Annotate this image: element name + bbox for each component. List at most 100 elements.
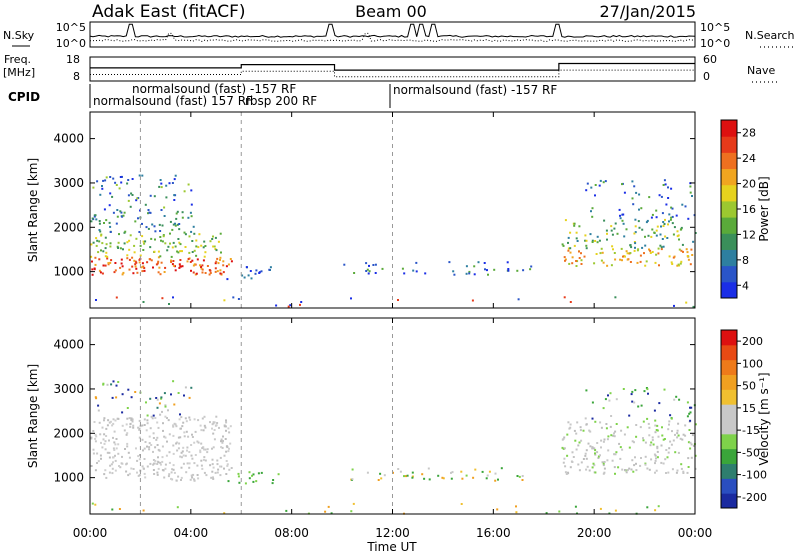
scatter-point (651, 439, 654, 441)
scatter-point (594, 420, 597, 423)
scatter-point (97, 460, 100, 463)
scatter-point (657, 247, 660, 250)
scatter-point (686, 401, 689, 404)
scatter-point (645, 260, 648, 263)
scatter-point (374, 272, 377, 274)
scatter-point (149, 462, 152, 465)
scatter-point (114, 181, 117, 184)
scatter-point (104, 440, 107, 443)
scatter-point (187, 435, 190, 438)
scatter-point (569, 231, 572, 234)
scatter-point (150, 237, 153, 240)
nsearch-label: N.Search (745, 29, 795, 42)
scatter-point (594, 184, 597, 186)
scatter-point (158, 402, 161, 405)
scatter-point (648, 248, 650, 251)
scatter-point (105, 251, 108, 254)
scatter-point (142, 249, 145, 251)
scatter-point (178, 418, 181, 421)
scatter-point (148, 435, 151, 438)
scatter-point (300, 301, 303, 303)
freq-tick-top: 18 (66, 53, 80, 66)
scatter-point (573, 429, 576, 432)
scatter-point (644, 462, 647, 465)
scatter-point (227, 427, 230, 430)
colorbar-swatch (721, 168, 737, 186)
scatter-point (674, 433, 676, 436)
scatter-point (671, 430, 673, 433)
scatter-point (224, 438, 227, 440)
scatter-point (91, 260, 93, 263)
scatter-point (602, 440, 605, 443)
scatter-point (150, 444, 153, 446)
scatter-point (141, 222, 143, 225)
colorbar-swatch (721, 330, 737, 346)
scatter-point (137, 426, 140, 429)
scatter-point (412, 269, 415, 272)
scatter-point (676, 235, 679, 238)
scatter-point (605, 229, 608, 232)
scatter-point (650, 216, 653, 219)
scatter-point (657, 435, 660, 438)
scatter-point (217, 262, 220, 265)
scatter-point (225, 450, 228, 453)
scatter-point (380, 477, 383, 480)
scatter-point (593, 464, 596, 467)
title-left: Adak East (fitACF) (92, 2, 246, 22)
scatter-point (204, 459, 207, 462)
scatter-point (602, 472, 605, 475)
scatter-point (172, 452, 175, 455)
scatter-point (625, 228, 628, 231)
scatter-point (610, 415, 613, 417)
scatter-point (109, 231, 112, 233)
scatter-point (162, 429, 164, 432)
scatter-point (193, 263, 196, 266)
scatter-point (168, 303, 170, 305)
scatter-point (167, 419, 170, 422)
scatter-point (92, 241, 95, 244)
scatter-point (193, 232, 196, 235)
scatter-point (153, 250, 156, 253)
scatter-point (129, 234, 132, 237)
scatter-point (100, 457, 102, 460)
scatter-point (671, 222, 674, 225)
scatter-point (98, 229, 101, 231)
scatter-point (177, 436, 180, 439)
scatter-point (128, 417, 131, 420)
scatter-point (664, 235, 667, 238)
scatter-point (184, 386, 187, 389)
scatter-point (571, 451, 574, 454)
scatter-point (515, 511, 518, 514)
scatter-point (529, 268, 532, 271)
scatter-point (190, 444, 193, 446)
scatter-point (101, 185, 103, 187)
scatter-point (102, 383, 105, 386)
scatter-point (665, 203, 668, 206)
scatter-point (575, 448, 578, 451)
scatter-point (187, 258, 190, 260)
scatter-point (135, 447, 137, 450)
scatter-point (468, 270, 471, 273)
colorbar-swatch (721, 184, 737, 202)
scatter-point (114, 443, 117, 446)
scatter-point (621, 219, 624, 222)
scatter-point (103, 473, 106, 476)
scatter-point (638, 208, 640, 211)
scatter-point (131, 256, 134, 259)
scatter-point (681, 203, 684, 206)
scatter-point (168, 473, 171, 476)
scatter-point (646, 467, 649, 470)
scatter-point (594, 449, 597, 452)
scatter-point (674, 451, 677, 454)
scatter-point (178, 263, 181, 266)
colorbar-tick-label: -200 (742, 491, 767, 504)
scatter-point (196, 474, 199, 476)
scatter-point (200, 429, 203, 432)
scatter-point (124, 230, 127, 233)
nave-tick-bottom: 0 (703, 70, 710, 83)
scatter-point (163, 476, 166, 479)
scatter-point (126, 182, 129, 185)
scatter-point (212, 245, 215, 248)
scatter-point (166, 249, 169, 252)
scatter-point (580, 439, 583, 442)
